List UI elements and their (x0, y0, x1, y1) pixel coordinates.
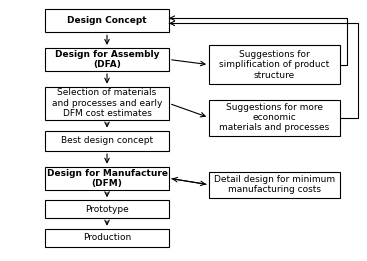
Text: Suggestions for
simplification of product
structure: Suggestions for simplification of produc… (219, 50, 330, 80)
FancyBboxPatch shape (45, 229, 169, 247)
FancyBboxPatch shape (45, 200, 169, 218)
FancyBboxPatch shape (45, 130, 169, 151)
FancyBboxPatch shape (45, 87, 169, 120)
Text: Suggestions for more
economic
materials and processes: Suggestions for more economic materials … (219, 103, 330, 133)
Text: Design for Assembly
(DFA): Design for Assembly (DFA) (55, 50, 159, 69)
Text: Design Concept: Design Concept (67, 16, 147, 25)
Text: Best design concept: Best design concept (61, 136, 153, 145)
Text: Selection of materials
and processes and early
DFM cost estimates: Selection of materials and processes and… (52, 88, 162, 118)
Text: Detail design for minimum
manufacturing costs: Detail design for minimum manufacturing … (214, 175, 335, 194)
FancyBboxPatch shape (209, 99, 340, 136)
FancyBboxPatch shape (209, 172, 340, 198)
Text: Design for Manufacture
(DFM): Design for Manufacture (DFM) (47, 169, 167, 188)
FancyBboxPatch shape (45, 167, 169, 190)
FancyBboxPatch shape (45, 9, 169, 32)
FancyBboxPatch shape (45, 48, 169, 71)
Text: Prototype: Prototype (85, 205, 129, 214)
FancyBboxPatch shape (209, 45, 340, 84)
Text: Production: Production (83, 233, 131, 242)
